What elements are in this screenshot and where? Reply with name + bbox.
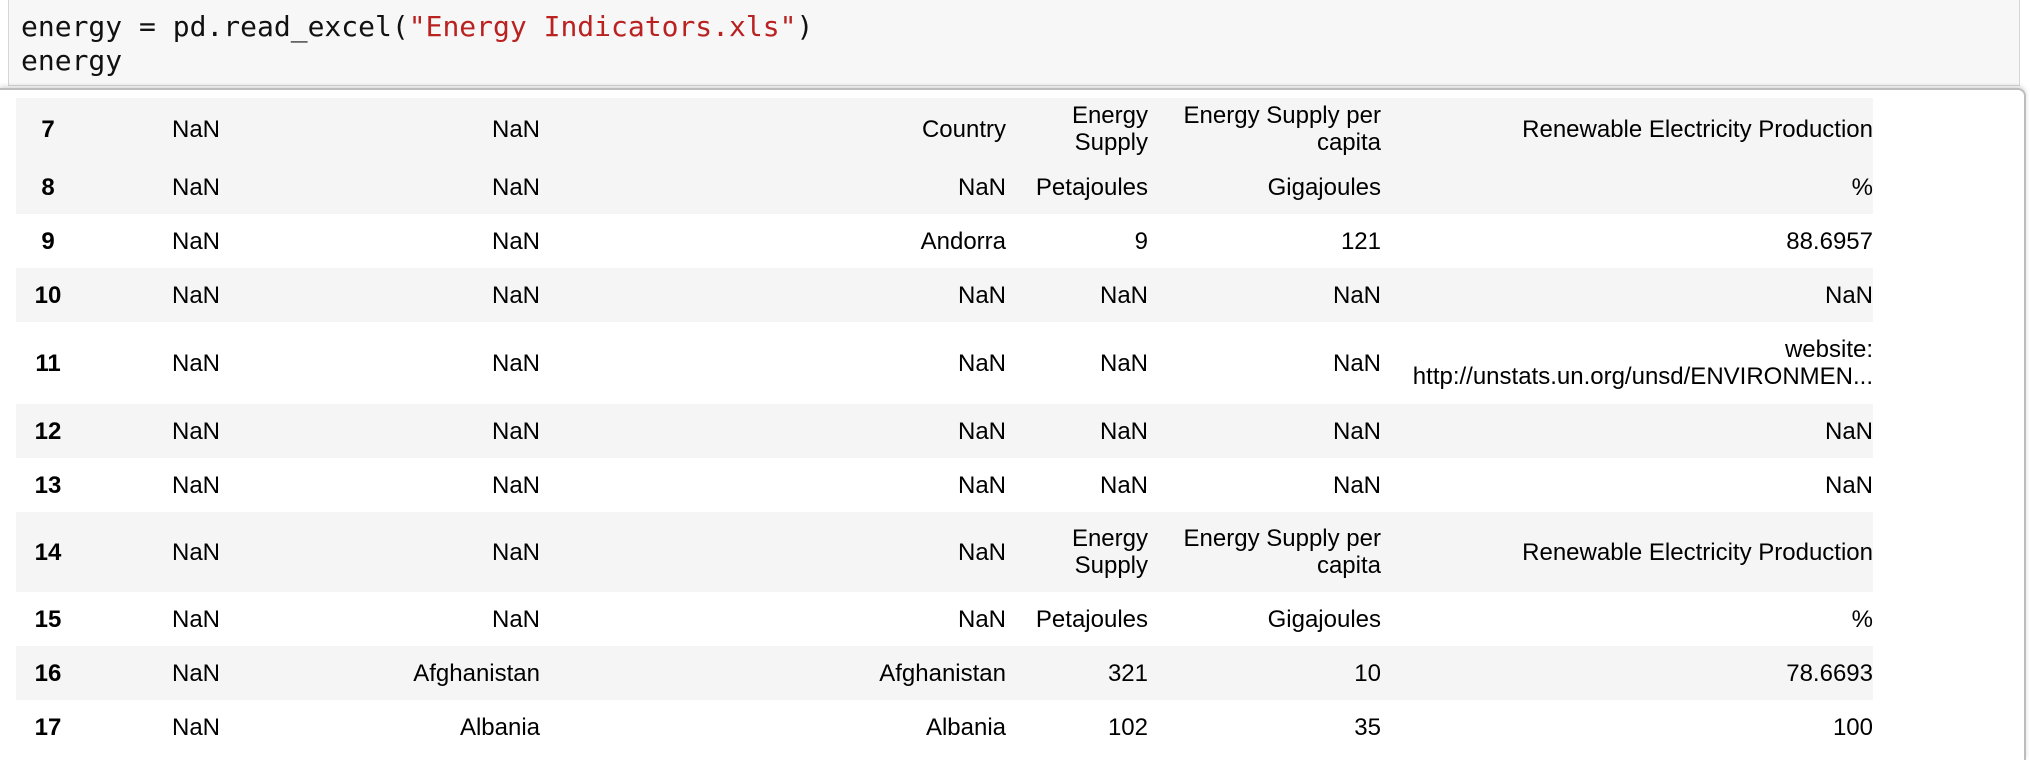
table-cell: 121 — [1148, 214, 1381, 268]
table-cell: website: http://unstats.un.org/unsd/ENVI… — [1381, 322, 1873, 404]
table-cell: Country — [540, 98, 1006, 160]
table-cell: NaN — [76, 646, 306, 700]
dataframe-table: 7 NaN NaN Country Energy Supply Energy S… — [16, 98, 1873, 754]
table-row: 9 NaN NaN Andorra 9 121 88.6957 — [16, 214, 1873, 268]
table-cell: NaN — [306, 98, 540, 160]
table-cell: 100 — [1381, 700, 1873, 754]
table-cell: NaN — [1381, 268, 1873, 322]
table-row: 10 NaN NaN NaN NaN NaN NaN — [16, 268, 1873, 322]
table-cell: Albania — [540, 700, 1006, 754]
table-cell: NaN — [1006, 322, 1148, 404]
table-cell: NaN — [306, 404, 540, 458]
row-index: 10 — [16, 268, 76, 322]
code-text: ) — [796, 10, 814, 43]
table-row: 11 NaN NaN NaN NaN NaN website: http://u… — [16, 322, 1873, 404]
table-cell: NaN — [76, 160, 306, 214]
table-cell: NaN — [76, 214, 306, 268]
table-cell: NaN — [76, 98, 306, 160]
code-string: "Energy Indicators.xls" — [408, 10, 797, 43]
row-index: 7 — [16, 98, 76, 160]
table-cell: NaN — [1148, 458, 1381, 512]
row-index: 11 — [16, 322, 76, 404]
table-cell: NaN — [1148, 404, 1381, 458]
row-index: 15 — [16, 592, 76, 646]
table-cell: NaN — [1006, 458, 1148, 512]
table-row: 17 NaN Albania Albania 102 35 100 — [16, 700, 1873, 754]
table-cell: 88.6957 — [1381, 214, 1873, 268]
table-cell: Andorra — [540, 214, 1006, 268]
table-row: 15 NaN NaN NaN Petajoules Gigajoules % — [16, 592, 1873, 646]
table-cell: Energy Supply per capita — [1148, 512, 1381, 592]
table-row: 14 NaN NaN NaN Energy Supply Energy Supp… — [16, 512, 1873, 592]
table-cell: NaN — [306, 214, 540, 268]
table-cell: NaN — [76, 322, 306, 404]
table-cell: NaN — [540, 268, 1006, 322]
table-row: 8 NaN NaN NaN Petajoules Gigajoules % — [16, 160, 1873, 214]
table-cell: Petajoules — [1006, 160, 1148, 214]
table-cell: NaN — [1006, 404, 1148, 458]
table-cell: NaN — [76, 512, 306, 592]
table-cell: NaN — [1381, 404, 1873, 458]
table-cell: Energy Supply — [1006, 512, 1148, 592]
table-cell: NaN — [76, 268, 306, 322]
table-cell: NaN — [306, 160, 540, 214]
table-row: 13 NaN NaN NaN NaN NaN NaN — [16, 458, 1873, 512]
table-cell: NaN — [76, 458, 306, 512]
table-cell: NaN — [306, 322, 540, 404]
table-cell: NaN — [1148, 322, 1381, 404]
table-row: 7 NaN NaN Country Energy Supply Energy S… — [16, 98, 1873, 160]
table-cell: % — [1381, 160, 1873, 214]
row-index: 17 — [16, 700, 76, 754]
table-row: 12 NaN NaN NaN NaN NaN NaN — [16, 404, 1873, 458]
table-cell: NaN — [540, 458, 1006, 512]
table-cell: Albania — [306, 700, 540, 754]
table-cell: NaN — [1148, 268, 1381, 322]
row-index: 12 — [16, 404, 76, 458]
table-cell: 78.6693 — [1381, 646, 1873, 700]
row-index: 13 — [16, 458, 76, 512]
table-cell: NaN — [306, 458, 540, 512]
table-cell: Energy Supply — [1006, 98, 1148, 160]
table-cell: 321 — [1006, 646, 1148, 700]
table-cell: NaN — [76, 700, 306, 754]
table-cell: Energy Supply per capita — [1148, 98, 1381, 160]
table-cell: NaN — [306, 268, 540, 322]
table-cell: Afghanistan — [306, 646, 540, 700]
code-line-2: energy — [21, 44, 123, 77]
table-cell: Renewable Electricity Production — [1381, 98, 1873, 160]
row-index: 16 — [16, 646, 76, 700]
table-cell: NaN — [1006, 268, 1148, 322]
table-cell: NaN — [540, 512, 1006, 592]
table-cell: 9 — [1006, 214, 1148, 268]
table-cell: Afghanistan — [540, 646, 1006, 700]
table-cell: NaN — [540, 160, 1006, 214]
table-cell: Petajoules — [1006, 592, 1148, 646]
table-cell: NaN — [540, 322, 1006, 404]
table-cell: % — [1381, 592, 1873, 646]
table-cell: NaN — [76, 592, 306, 646]
code-cell[interactable]: energy = pd.read_excel("Energy Indicator… — [8, 0, 2020, 86]
table-cell: 35 — [1148, 700, 1381, 754]
row-index: 9 — [16, 214, 76, 268]
row-index: 14 — [16, 512, 76, 592]
table-cell: Gigajoules — [1148, 592, 1381, 646]
table-cell: NaN — [540, 404, 1006, 458]
table-cell: 102 — [1006, 700, 1148, 754]
code-text: energy = pd.read_excel( — [21, 10, 409, 43]
table-cell: NaN — [306, 512, 540, 592]
output-area[interactable]: 7 NaN NaN Country Energy Supply Energy S… — [0, 88, 2026, 760]
table-cell: NaN — [76, 404, 306, 458]
row-index: 8 — [16, 160, 76, 214]
table-cell: NaN — [540, 592, 1006, 646]
table-row: 16 NaN Afghanistan Afghanistan 321 10 78… — [16, 646, 1873, 700]
table-cell: Renewable Electricity Production — [1381, 512, 1873, 592]
table-cell: 10 — [1148, 646, 1381, 700]
code-line-1: energy = pd.read_excel("Energy Indicator… — [21, 10, 813, 43]
table-cell: Gigajoules — [1148, 160, 1381, 214]
table-cell: NaN — [306, 592, 540, 646]
table-cell: NaN — [1381, 458, 1873, 512]
